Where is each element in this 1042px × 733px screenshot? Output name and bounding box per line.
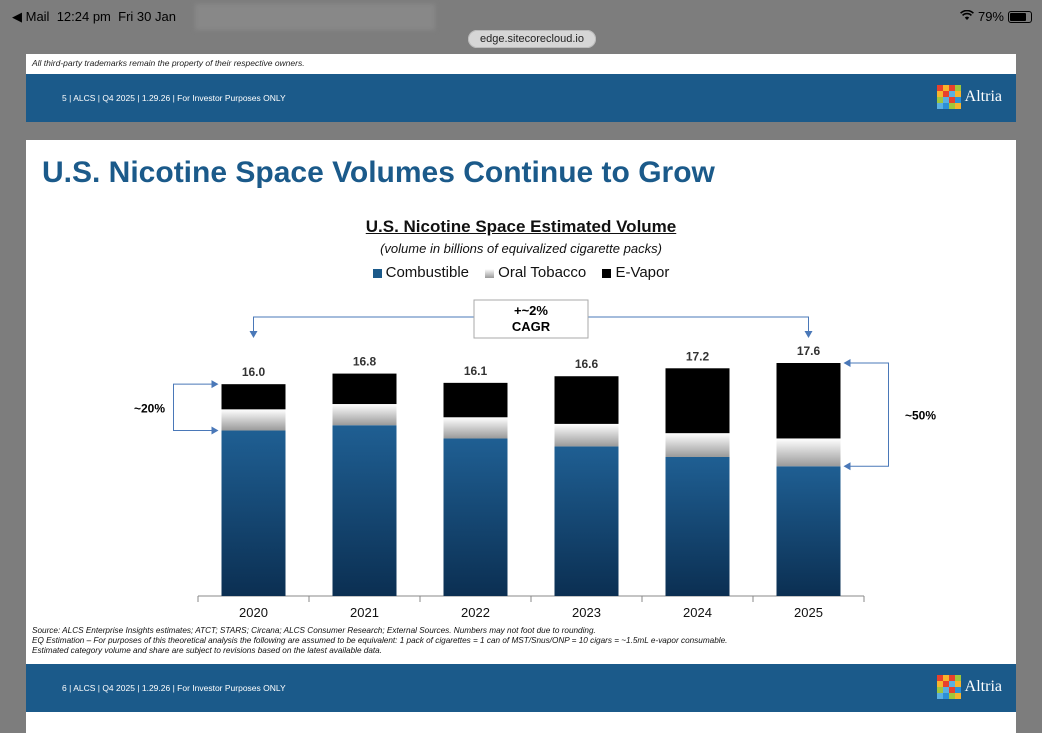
chart-annotations: +~2%CAGR ~20% ~50% bbox=[134, 299, 936, 471]
cagr-value: +~2% bbox=[514, 303, 548, 318]
bar-e-vapor bbox=[665, 368, 730, 434]
bar-combustible bbox=[554, 446, 619, 596]
legend-swatch bbox=[485, 268, 495, 278]
bar-total-label: 17.6 bbox=[797, 344, 821, 358]
status-left: ◀ Mail 12:24 pm Fri 30 Jan bbox=[12, 9, 176, 25]
bar-combustible bbox=[776, 466, 841, 596]
right-share-bracket bbox=[850, 362, 889, 467]
url-pill[interactable]: edge.sitecorecloud.io bbox=[468, 30, 596, 48]
stacked-bar-chart: 16.0 2020 16.8 2021 16.1 2022 16.6 2023 17.2 2024… bbox=[134, 299, 936, 620]
altria-logo: Altria bbox=[936, 675, 1002, 699]
x-tick-label: 2020 bbox=[239, 605, 268, 620]
bar-total-label: 16.1 bbox=[464, 364, 488, 378]
x-tick-label: 2025 bbox=[794, 605, 823, 620]
altria-mosaic-icon bbox=[936, 675, 961, 699]
arrow-head bbox=[843, 462, 851, 471]
bar-e-vapor bbox=[443, 382, 508, 418]
bar-combustible bbox=[665, 456, 730, 596]
left-share-bracket bbox=[173, 383, 212, 432]
legend-item-evapor: E-Vapor bbox=[602, 264, 669, 281]
altria-mosaic-icon bbox=[936, 85, 961, 109]
altria-logo-text: Altria bbox=[964, 678, 1002, 695]
slide-title: U.S. Nicotine Space Volumes Continue to … bbox=[42, 156, 715, 189]
slide-6-footer-bar: 6 | ALCS | Q4 2025 | 1.29.26 | For Inves… bbox=[26, 664, 1016, 712]
bar-oral-tobacco bbox=[221, 409, 286, 431]
bar-e-vapor bbox=[221, 384, 286, 410]
right-share-label: ~50% bbox=[905, 409, 936, 423]
bar-oral-tobacco bbox=[332, 404, 397, 426]
battery-icon bbox=[1008, 10, 1032, 23]
legend-item-oral: Oral Tobacco bbox=[485, 264, 586, 281]
source-notes: Source: ALCS Enterprise Insights estimat… bbox=[32, 626, 727, 656]
left-share-label: ~20% bbox=[134, 401, 165, 415]
x-tick-label: 2021 bbox=[350, 605, 379, 620]
trademark-note: All third-party trademarks remain the pr… bbox=[32, 58, 305, 68]
next-slide-edge bbox=[26, 712, 1016, 733]
bar-combustible bbox=[443, 438, 508, 596]
slide-5-footer-bar: 5 | ALCS | Q4 2025 | 1.29.26 | For Inves… bbox=[26, 74, 1016, 122]
x-tick-label: 2024 bbox=[683, 605, 712, 620]
arrow-head bbox=[249, 331, 258, 338]
altria-logo: Altria bbox=[936, 85, 1002, 109]
cagr-label: CAGR bbox=[512, 319, 551, 334]
slide-5-bottom: All third-party trademarks remain the pr… bbox=[26, 54, 1016, 122]
battery-percent: 79% bbox=[977, 9, 1004, 24]
legend-swatch bbox=[372, 268, 382, 278]
slide-6-footer-text: 6 | ALCS | Q4 2025 | 1.29.26 | For Inves… bbox=[62, 683, 286, 693]
legend-swatch bbox=[602, 268, 612, 278]
blurred-region bbox=[195, 4, 435, 30]
status-right: 79% bbox=[960, 9, 1032, 24]
bar-total-label: 16.8 bbox=[353, 355, 377, 369]
slide-6: U.S. Nicotine Space Volumes Continue to … bbox=[26, 140, 1016, 712]
source-note-line: Estimated category volume and share are … bbox=[32, 646, 382, 655]
source-note-line: Source: ALCS Enterprise Insights estimat… bbox=[32, 626, 596, 635]
arrow-head bbox=[843, 359, 851, 367]
bar-oral-tobacco bbox=[554, 423, 619, 447]
bar-total-label: 16.0 bbox=[242, 365, 266, 379]
back-to-mail-link[interactable]: ◀ Mail bbox=[12, 9, 50, 24]
bar-e-vapor bbox=[332, 373, 397, 405]
legend-label: E-Vapor bbox=[615, 264, 670, 281]
bar-oral-tobacco bbox=[443, 417, 508, 439]
cagr-box bbox=[473, 299, 589, 339]
legend-label: Combustible bbox=[385, 264, 469, 281]
slide-6-footer: 6 | ALCS | Q4 2025 | 1.29.26 | For Inves… bbox=[26, 664, 1016, 712]
chart-legend: Combustible Oral Tobacco E-Vapor bbox=[26, 264, 1016, 281]
bar-combustible bbox=[332, 425, 397, 596]
bar-oral-tobacco bbox=[665, 433, 730, 457]
bar-combustible bbox=[221, 430, 286, 596]
cagr-bracket bbox=[253, 316, 809, 333]
source-note-line: EQ Estimation – For purposes of this the… bbox=[32, 636, 728, 645]
chart-subtitle: (volume in billions of equivalized cigar… bbox=[380, 241, 662, 256]
status-time: 12:24 pm bbox=[56, 9, 111, 24]
x-tick-label: 2022 bbox=[461, 605, 490, 620]
legend-label: Oral Tobacco bbox=[498, 264, 587, 281]
bar-oral-tobacco bbox=[776, 438, 841, 467]
bar-e-vapor bbox=[554, 376, 619, 424]
arrow-head bbox=[211, 380, 219, 389]
altria-logo-text: Altria bbox=[964, 88, 1002, 105]
wifi-icon bbox=[960, 9, 974, 24]
slide-5-footer-text: 5 | ALCS | Q4 2025 | 1.29.26 | For Inves… bbox=[62, 93, 286, 103]
status-date: Fri 30 Jan bbox=[118, 9, 176, 24]
bar-e-vapor bbox=[776, 363, 841, 439]
arrow-head bbox=[211, 426, 219, 435]
status-bar: ◀ Mail 12:24 pm Fri 30 Jan 79% bbox=[0, 0, 1042, 30]
arrow-head bbox=[804, 331, 813, 338]
bar-total-label: 16.6 bbox=[575, 357, 599, 371]
legend-item-combustible: Combustible bbox=[372, 264, 469, 281]
chart-title: U.S. Nicotine Space Estimated Volume bbox=[365, 217, 677, 236]
bar-total-label: 17.2 bbox=[686, 349, 710, 363]
x-tick-label: 2023 bbox=[572, 605, 601, 620]
